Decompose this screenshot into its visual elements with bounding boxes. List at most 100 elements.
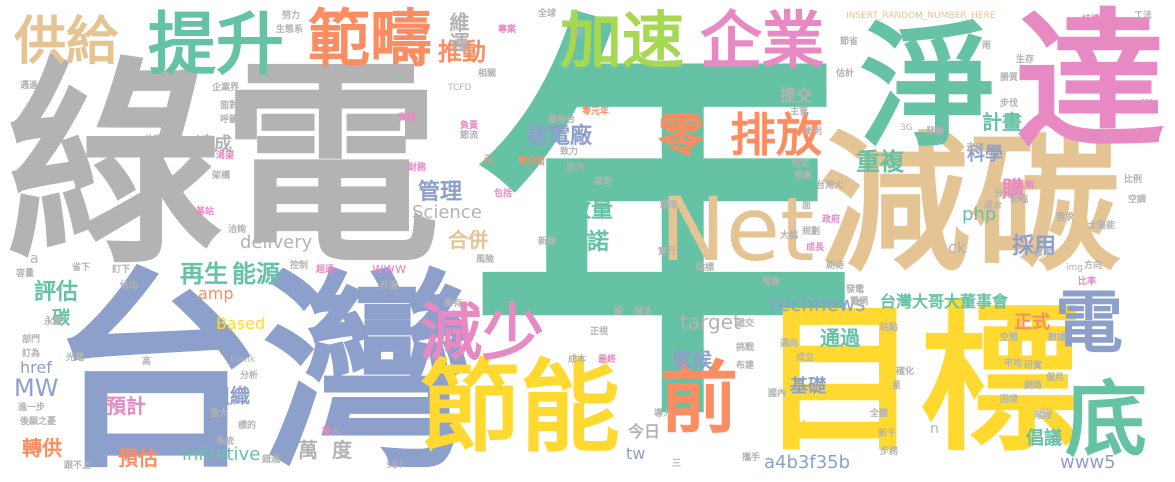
word-bujian: 布建 [736, 361, 755, 371]
word-renlei: 人類 [1016, 181, 1035, 191]
word-zhuangong: 轉供 [22, 436, 62, 460]
word-twm-board: 台灣大哥大董事會 [880, 292, 1009, 311]
word-zhuanan: 專案 [498, 25, 517, 35]
word-chengnuo: 承諾 [565, 230, 610, 255]
word-zuizhong: 最終 [598, 355, 617, 365]
word-buwu: 步務 [880, 447, 899, 457]
word-yu: 雨 [982, 41, 992, 51]
word-shengzhi: 勝質 [1000, 73, 1019, 83]
word-ling: 零 [658, 108, 704, 162]
word-guihua: 規劃 [802, 227, 821, 237]
word-dingxia: 訂下 [112, 265, 131, 275]
word-qian: 前 [660, 354, 739, 444]
word-4g: 4G [1040, 407, 1053, 417]
word-jingzhun: 精準 [660, 201, 679, 211]
word-houguzhiyou: 後願之憂 [20, 417, 57, 427]
word-zhiding: 制定 [792, 159, 811, 169]
word-initiative: initiative [182, 444, 261, 465]
word-chengben: 成本 [568, 355, 587, 365]
word-yongxu: 永續 [44, 317, 63, 327]
word-gongsi: 公司 [144, 135, 163, 145]
word-href: href [20, 358, 52, 377]
word-fenxi: 分析 [240, 371, 259, 381]
word-jinyibu: 進一步 [18, 403, 46, 413]
word-xuqiu: 需求 [1056, 213, 1075, 223]
word-img: img [1066, 263, 1083, 273]
word-zhan: 佔 [574, 29, 584, 39]
word-qiaxun: 洽詢 [228, 225, 247, 235]
word-baokuo: 包括 [494, 189, 513, 199]
word-3g: 3G [900, 123, 913, 133]
word-zhengshi: 正式 [1014, 312, 1050, 333]
word-caiyong: 採用 [1012, 234, 1057, 259]
word-tw: tw [626, 444, 646, 463]
word-zuofa: 做法 [634, 307, 653, 317]
word-delivery: delivery [240, 232, 313, 253]
word-jieduan: 階段 [1034, 411, 1053, 421]
word-yujin: 遇進 [20, 81, 39, 91]
word-fengxian: 風險 [476, 255, 495, 265]
word-dadao: 達到 [594, 177, 613, 187]
word-yanshi: 研實 [1024, 361, 1043, 371]
word-kunjing: 困境 [1000, 395, 1019, 405]
word-wanglu: 網路 [1024, 381, 1043, 391]
word-fanchou: 範疇 [308, 2, 433, 75]
word-xinqian: 新千 [878, 429, 897, 439]
word-wandu: 萬度 [298, 438, 366, 462]
word-lingyuannian: 零元年 [582, 107, 610, 117]
word-gou: 購 [1002, 178, 1025, 203]
word-da: 達 [1015, 0, 1166, 170]
word-zhengfu: 政府 [822, 215, 841, 225]
word-pingjun: 平均 [1004, 359, 1023, 369]
word-zuzhi: 組織 [210, 384, 250, 408]
word-zhandian: 站點 [880, 323, 899, 333]
word-taiwan: 台灣 [50, 250, 474, 482]
word-kongzhi: 控制 [290, 261, 309, 271]
word-jihua: 計畫 [982, 110, 1022, 134]
word-bufa: 步伐 [1000, 99, 1019, 109]
word-jichu: 基礎 [790, 376, 826, 397]
word-fen: 分 [994, 189, 1004, 199]
word-guji: 估計 [836, 69, 855, 79]
word-cuoshi: 措施 [762, 277, 781, 287]
word-zhanbi: 佔比 [120, 281, 139, 291]
word-touru: 投入 [322, 427, 341, 437]
word-changyi: 倡議 [1026, 428, 1062, 449]
word-qiye: 企業 [700, 4, 825, 77]
word-zaisheng: 再生 [180, 260, 228, 288]
word-dacheng: 達成 [196, 134, 232, 155]
word-daoru: 導入 [654, 409, 673, 419]
word-chaoguo: 超過 [316, 265, 335, 275]
word-fangxiang: 方向 [1084, 261, 1103, 271]
word-gongfa: 工法 [1134, 11, 1153, 21]
word-kongjian: 空間 [1000, 333, 1019, 343]
word-yugu: 預估 [118, 446, 158, 470]
word-mw: MW [14, 374, 59, 402]
word-ck: ck [948, 238, 967, 257]
word-www: www [372, 261, 407, 277]
word-quanqiu: 全球 [538, 9, 557, 19]
word-nengyuan: 能源 [232, 260, 280, 288]
word-shihe: 適合 [984, 201, 1003, 211]
word-a4b3f35b: a4b3f35b [764, 452, 851, 473]
word-xieshou: 攜手 [742, 453, 761, 463]
word-jing: 淨 [860, 9, 995, 166]
word-tan: 碳 [52, 308, 70, 329]
word-shengcun: 生存 [1016, 55, 1035, 65]
word-dijiao: 遞交 [736, 319, 755, 329]
word-yuji: 預計 [106, 394, 146, 418]
word-jieliu: 節流 [460, 131, 479, 141]
word-guangdian: 光電 [66, 353, 85, 363]
word-fazhan: 發展 [926, 127, 945, 137]
word-src: src [1140, 97, 1154, 107]
word-maixiang: 邁向 [780, 339, 799, 349]
word-kewang: 渴望 [216, 151, 235, 161]
word-yuan: 元 [484, 155, 494, 165]
word-genbushang: 跟不上 [64, 461, 92, 471]
word-xinjian: 新建 [538, 237, 557, 247]
word-tijiao: 提交 [780, 86, 813, 105]
word-huyu: 呼籲 [220, 115, 239, 125]
word-san: 三 [672, 459, 682, 469]
word-xian: 線 [614, 307, 624, 317]
word-cb: cb [790, 416, 814, 440]
